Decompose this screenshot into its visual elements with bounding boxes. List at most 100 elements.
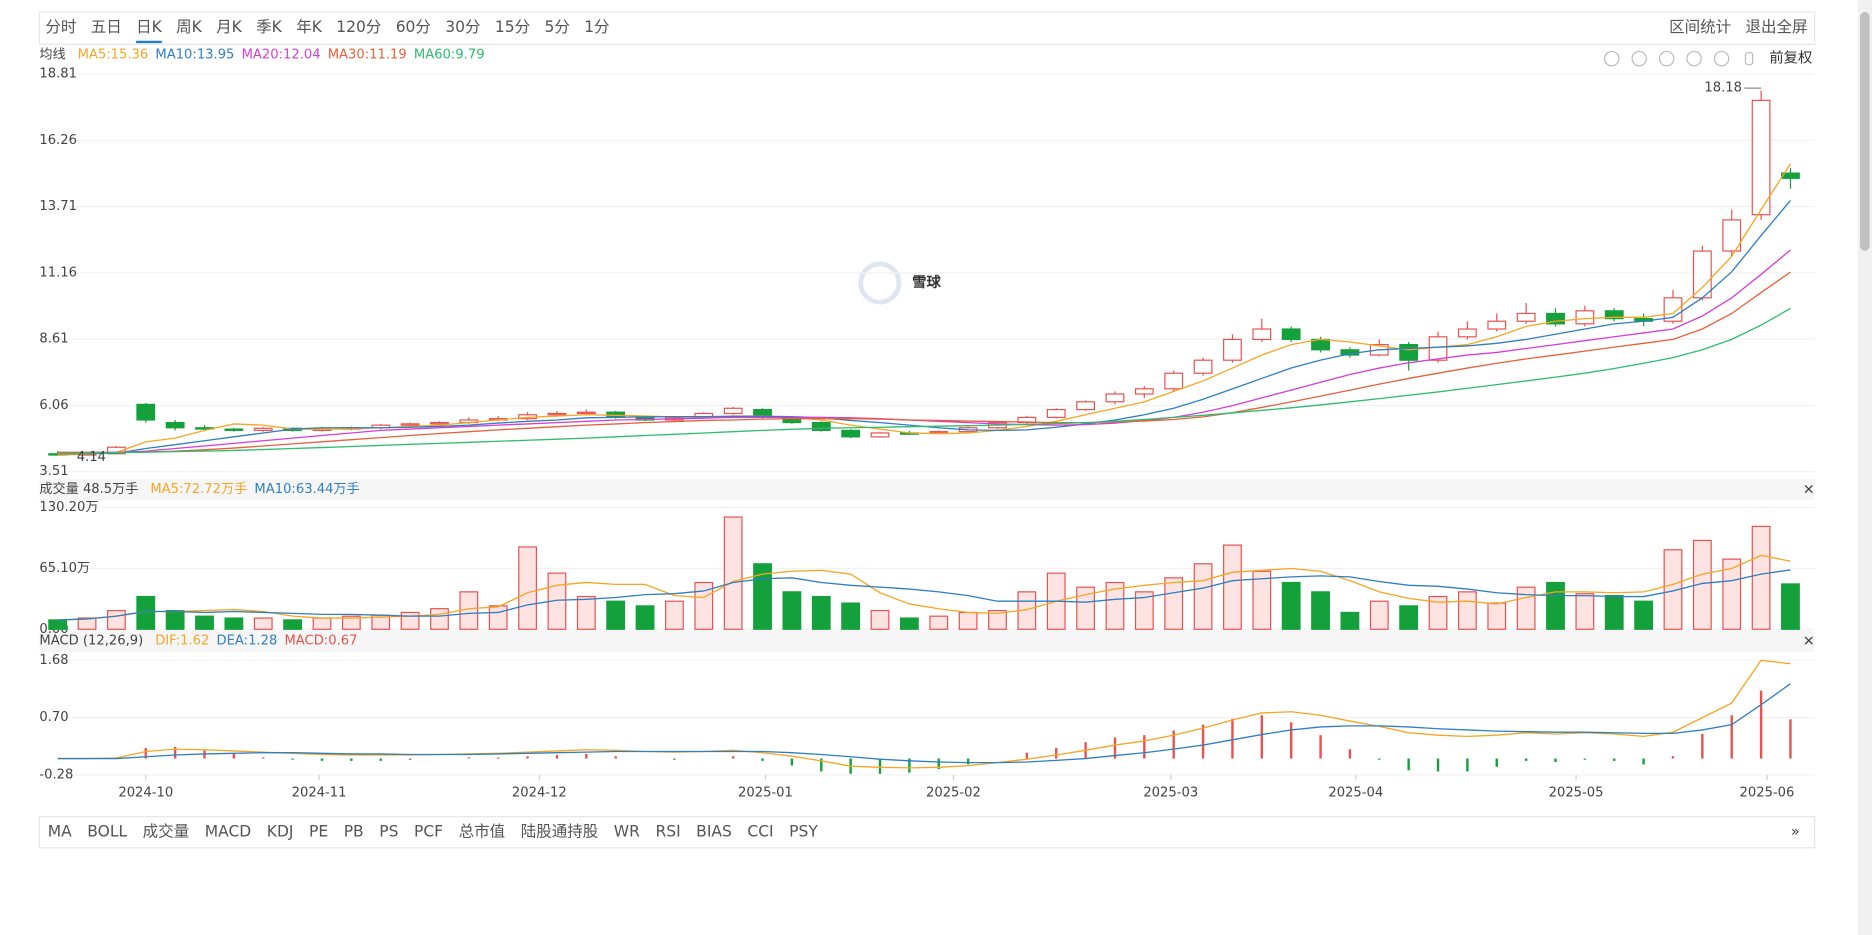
macd-bar: [291, 758, 294, 760]
indicator-tab[interactable]: PS: [379, 823, 398, 841]
indicator-tab[interactable]: PCF: [414, 823, 443, 841]
volume-bar: [606, 600, 626, 630]
candle-body: [1399, 344, 1419, 361]
tool-right[interactable]: [1713, 50, 1730, 67]
candle-body: [165, 421, 185, 429]
candle-body: [1487, 320, 1507, 330]
indicator-tab[interactable]: PE: [309, 823, 328, 841]
macd-bar: [408, 758, 412, 760]
volume-bar: [1105, 581, 1125, 630]
indicator-tab[interactable]: 成交量: [143, 823, 190, 841]
macd-bar: [731, 756, 735, 759]
volume-bar: [430, 608, 449, 630]
period-toolbar: [38, 11, 1816, 45]
period-tab[interactable]: 120分: [336, 18, 381, 36]
macd-bar: [790, 758, 794, 766]
legend-item: MA20:12.04: [242, 48, 321, 63]
macd-bar: [820, 758, 823, 772]
tool-zoom-out[interactable]: [1658, 50, 1675, 67]
legend-item: MA60:9.79: [414, 48, 485, 63]
indicator-tab[interactable]: PSY: [789, 823, 818, 841]
period-tab[interactable]: 季K: [256, 18, 283, 36]
close-macd[interactable]: ×: [1803, 633, 1815, 649]
volume-bar: [958, 611, 978, 630]
macd-bar: [1025, 752, 1029, 759]
candle-body: [547, 412, 567, 416]
period-tab[interactable]: 30分: [445, 18, 480, 36]
indicator-toolbar: [38, 816, 1816, 849]
x-tick-label: 2025-02: [926, 785, 981, 800]
period-tab[interactable]: 分时: [45, 18, 76, 36]
period-tab[interactable]: 60分: [396, 18, 431, 36]
period-tab[interactable]: 日K: [136, 18, 163, 36]
period-tab[interactable]: 15分: [495, 18, 530, 36]
candle-body: [811, 421, 831, 431]
macd-bar: [379, 758, 382, 761]
indicator-tab[interactable]: BOLL: [87, 823, 127, 841]
volume-bar: [1399, 605, 1419, 630]
adjust-toggle[interactable]: 前复权: [1769, 49, 1812, 67]
indicator-tab[interactable]: RSI: [655, 823, 680, 841]
action-link[interactable]: 退出全屏: [1745, 18, 1807, 36]
tool-reset[interactable]: [1603, 50, 1620, 67]
y-tick-label: 1.68: [39, 653, 68, 668]
legend-item: MA5:72.72万手: [150, 481, 247, 497]
macd-bar: [1260, 715, 1264, 759]
indicator-tab[interactable]: PB: [344, 823, 364, 841]
volume-bar: [195, 615, 214, 630]
indicator-tab[interactable]: 陆股通持股: [521, 823, 599, 841]
watermark-logo: [858, 261, 902, 305]
candle-body: [1252, 328, 1272, 341]
candle-body: [870, 432, 890, 438]
y-tick-label: 13.71: [39, 199, 77, 214]
indicator-tab[interactable]: 总市值: [459, 823, 506, 841]
candle-body: [1457, 328, 1477, 338]
ma-line: [57, 569, 1791, 621]
period-tab[interactable]: 五日: [91, 18, 122, 36]
macd-bar: [1319, 735, 1322, 759]
candle-body: [1046, 408, 1066, 418]
macd-bar: [761, 758, 764, 761]
panel-title: 均线: [39, 47, 65, 63]
ma-line: [57, 554, 1791, 621]
indicator-tab[interactable]: KDJ: [267, 823, 294, 841]
tool-zoom-in[interactable]: [1631, 50, 1647, 67]
x-tick-label: 2024-10: [118, 785, 173, 800]
volume-bar: [1428, 595, 1448, 630]
indicator-tab[interactable]: CCI: [747, 823, 773, 841]
indicator-tab[interactable]: WR: [614, 823, 640, 841]
indicator-tab[interactable]: BIAS: [696, 823, 732, 841]
max-label: 18.18: [1704, 81, 1742, 96]
macd-bar: [673, 758, 676, 760]
period-tab[interactable]: 月K: [216, 18, 243, 36]
indicator-tab[interactable]: MA: [48, 823, 72, 841]
volume-bar: [1751, 525, 1771, 630]
volume-bar: [1781, 583, 1800, 630]
macd-bar: [1789, 719, 1792, 759]
volume-bar: [312, 617, 332, 630]
more-indicators[interactable]: »: [1791, 824, 1800, 840]
tool-more[interactable]: [1744, 52, 1754, 66]
period-tab[interactable]: 1分: [584, 18, 609, 36]
period-tab[interactable]: 年K: [296, 18, 323, 36]
y-tick-label: 6.06: [39, 398, 68, 413]
scrollbar-thumb[interactable]: [1860, 12, 1870, 251]
candle-body: [841, 429, 861, 438]
macd-bar: [1466, 758, 1469, 772]
volume-bar: [899, 617, 919, 630]
candle-body: [1105, 393, 1125, 403]
action-link[interactable]: 区间统计: [1669, 18, 1731, 36]
volume-bar: [1692, 539, 1712, 630]
indicator-tab[interactable]: MACD: [205, 823, 252, 841]
close-volume[interactable]: ×: [1803, 482, 1815, 498]
tool-left[interactable]: [1686, 50, 1702, 67]
y-tick-label: 16.26: [39, 133, 77, 148]
period-tab[interactable]: 5分: [544, 18, 569, 36]
period-tab[interactable]: 周K: [176, 18, 203, 36]
macd-bar: [1348, 749, 1352, 759]
candle-body: [1281, 328, 1301, 341]
macd-bar: [1436, 758, 1440, 772]
macd-bar: [1172, 730, 1175, 759]
macd-bar: [497, 757, 500, 759]
legend-item: MA30:11.19: [328, 48, 407, 63]
